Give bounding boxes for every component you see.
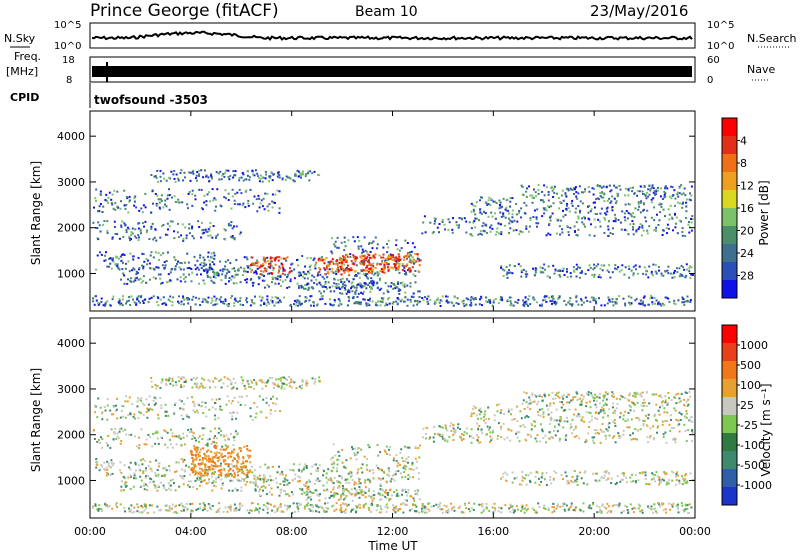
- colorbar-tick: 4: [740, 135, 747, 148]
- power-panel: Slant Range [km] 1000 2000 3000 4000 4 8 12 16…: [29, 110, 771, 312]
- power-ylabel: Slant Range [km]: [29, 161, 43, 265]
- freq-label-line1: Freq.: [14, 50, 41, 63]
- cpid-row: CPID twofsound -3503: [10, 83, 208, 108]
- noise-left-label: N.Sky: [4, 32, 36, 45]
- freq-right-tick-top: 60: [707, 55, 720, 66]
- colorbar-swatch: [722, 208, 737, 227]
- power-scatter: [92, 169, 694, 307]
- colorbar-swatch: [722, 325, 737, 344]
- x-tick-label: 20:00: [578, 525, 610, 538]
- colorbar-swatch: [722, 244, 737, 263]
- colorbar-tick: -1000: [740, 479, 772, 492]
- colorbar-swatch: [722, 172, 737, 191]
- noise-right-tick-top: 10^5: [707, 20, 734, 31]
- y-tick-label: 4000: [57, 130, 85, 143]
- freq-panel-frame: [89, 56, 696, 83]
- velocity-yticks: 1000 2000 3000 4000: [57, 337, 695, 487]
- colorbar-tick: 25: [740, 399, 754, 412]
- beam-title: Beam 10: [355, 4, 418, 20]
- colorbar-tick: -25: [740, 419, 758, 432]
- colorbar-swatch: [722, 433, 737, 452]
- freq-left-tick-bottom: 8: [66, 75, 72, 86]
- cpid-value: twofsound -3503: [94, 93, 208, 107]
- colorbar-swatch: [722, 343, 737, 362]
- noise-trace: [91, 30, 693, 41]
- colorbar-tick: 12: [740, 180, 754, 193]
- noise-panel: N.Sky 10^5 10^0 10^5 10^0 N.Search: [4, 20, 797, 52]
- y-tick-label: 4000: [57, 337, 85, 350]
- freq-left-tick-top: 18: [62, 55, 75, 66]
- velocity-panel: Slant Range [km] 1000 2000 3000 4000 1000 50…: [29, 317, 773, 519]
- noise-left-tick-bottom: 10^0: [54, 41, 81, 52]
- colorbar-tick: 1000: [740, 339, 768, 352]
- freq-label-line2: [MHz]: [6, 65, 38, 78]
- x-tick-label: 12:00: [377, 525, 409, 538]
- noise-right-label: N.Search: [747, 32, 797, 45]
- colorbar-swatch: [722, 469, 737, 488]
- colorbar-tick: 20: [740, 225, 754, 238]
- x-tick-label: 08:00: [276, 525, 308, 538]
- colorbar-swatch: [722, 226, 737, 245]
- velocity-ylabel: Slant Range [km]: [29, 368, 43, 472]
- colorbar-swatch: [722, 415, 737, 434]
- velocity-panel-frame: [89, 317, 696, 519]
- frequency-band: [92, 66, 692, 77]
- y-tick-label: 2000: [57, 222, 85, 235]
- noise-right-tick-bottom: 10^0: [707, 41, 734, 52]
- y-tick-label: 1000: [57, 267, 85, 280]
- colorbar-swatch: [722, 118, 737, 137]
- colorbar-swatch: [722, 397, 737, 416]
- y-tick-label: 3000: [57, 383, 85, 396]
- x-tick-label: 16:00: [477, 525, 509, 538]
- colorbar-swatch: [722, 262, 737, 281]
- date-title: 23/May/2016: [590, 2, 688, 20]
- cpid-label: CPID: [10, 91, 39, 104]
- colorbar-swatch: [722, 361, 737, 380]
- colorbar-tick: 28: [740, 270, 754, 283]
- colorbar-swatch: [722, 154, 737, 173]
- x-tick-label: 00:00: [679, 525, 711, 538]
- colorbar-tick: 24: [740, 247, 754, 260]
- colorbar-tick: -100: [740, 439, 765, 452]
- colorbar-tick: 16: [740, 202, 754, 215]
- nave-label: Nave: [747, 63, 775, 76]
- station-title: Prince George (fitACF): [90, 1, 279, 21]
- colorbar-swatch: [722, 136, 737, 155]
- power-colorbar-label: Power [dB]: [757, 180, 771, 245]
- x-axis-label: Time UT: [367, 539, 418, 553]
- colorbar-swatch: [722, 451, 737, 470]
- x-tick-label: 04:00: [175, 525, 207, 538]
- y-tick-label: 3000: [57, 176, 85, 189]
- power-yticks: 1000 2000 3000 4000: [57, 130, 695, 280]
- x-axis-ticks: 00:00 04:00 08:00 12:00 16:00 20:00 00:00: [74, 111, 711, 538]
- colorbar-tick: 100: [740, 379, 761, 392]
- x-tick-label: 00:00: [74, 525, 106, 538]
- y-tick-label: 2000: [57, 429, 85, 442]
- noise-panel-frame: [89, 22, 696, 49]
- colorbar-tick: -500: [740, 459, 765, 472]
- power-colorbar: 4 8 12 16 20 24 28: [721, 117, 754, 299]
- colorbar-swatch: [722, 190, 737, 209]
- colorbar-swatch: [722, 487, 737, 506]
- colorbar-tick: 500: [740, 359, 761, 372]
- colorbar-swatch: [722, 379, 737, 398]
- velocity-colorbar: 1000 500 100 25 -25 -100 -500 -1000: [721, 324, 772, 506]
- frequency-panel: Freq. [MHz] 18 8 60 0 Nave: [6, 50, 775, 86]
- colorbar-tick: 8: [740, 157, 747, 170]
- velocity-scatter: [92, 376, 694, 514]
- noise-left-tick-top: 10^5: [54, 20, 81, 31]
- freq-right-tick-bottom: 0: [707, 75, 713, 86]
- colorbar-swatch: [722, 280, 737, 299]
- velocity-colorbar-label: Velocity [m s⁻¹]: [759, 383, 773, 476]
- y-tick-label: 1000: [57, 474, 85, 487]
